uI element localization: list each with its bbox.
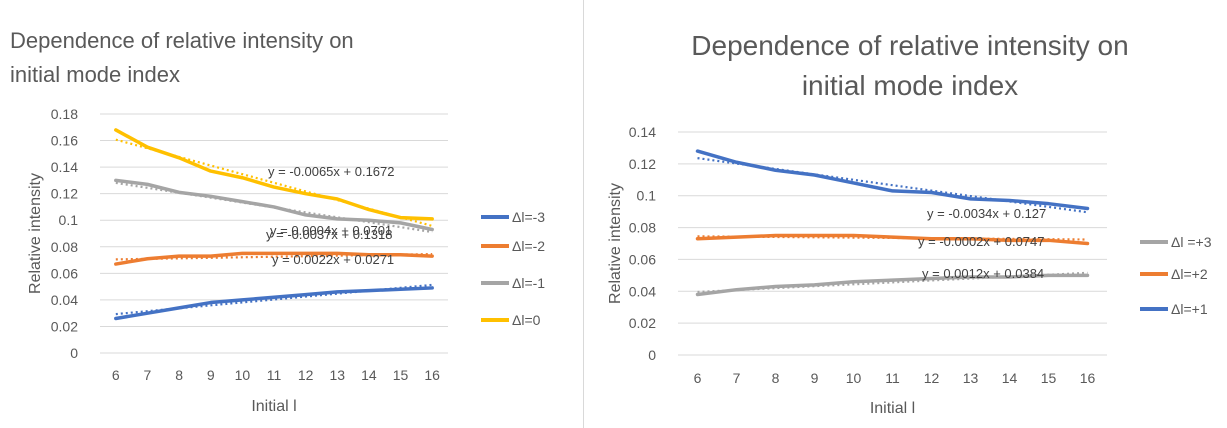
y-tick-label: 0.08: [629, 220, 656, 236]
x-tick-label: 16: [1080, 370, 1096, 386]
y-tick-label: 0.06: [51, 265, 78, 281]
x-axis-title: Initial l: [251, 398, 296, 415]
y-tick-label: 0.14: [629, 124, 656, 140]
x-tick-label: 9: [207, 367, 215, 383]
x-axis-title: Initial l: [870, 400, 915, 417]
trendline: [697, 271, 1088, 294]
y-tick-label: 0.1: [59, 212, 79, 228]
x-tick-label: 7: [733, 370, 741, 386]
trendline: [697, 235, 1088, 241]
y-tick-label: 0.04: [51, 292, 78, 308]
chart-right: Dependence of relative intensity on initi…: [607, 30, 1212, 417]
y-tick-label: 0.16: [51, 133, 78, 149]
x-tick-label: 9: [811, 370, 819, 386]
y-tick-label: 0.12: [629, 156, 656, 172]
legend-label: Δl=+1: [1171, 301, 1208, 317]
chart-panel-left: Dependence of relative intensity on initi…: [0, 0, 584, 428]
trendline-equation: y = -0.0034x + 0.127: [927, 206, 1046, 221]
x-tick-label: 12: [298, 367, 314, 383]
y-axis-title: Relative intensity: [27, 173, 44, 294]
x-tick-label: 11: [267, 367, 282, 383]
series-line: [114, 178, 434, 232]
x-tick-label: 15: [1041, 370, 1057, 386]
legend-label: Δl=0: [512, 312, 541, 328]
y-tick-label: 0.14: [51, 159, 78, 175]
chart-title-line: Dependence of relative intensity on: [691, 30, 1128, 61]
x-tick-label: 14: [361, 367, 377, 383]
chart-panel-right: Dependence of relative intensity on initi…: [600, 0, 1227, 428]
legend-label: Δl=+2: [1171, 266, 1208, 282]
y-tick-label: 0: [648, 347, 656, 363]
y-tick-label: 0: [70, 345, 78, 361]
series-line: [114, 128, 434, 221]
trendline-equation: y = -0.0002x + 0.0747: [918, 234, 1044, 249]
trendline: [697, 157, 1088, 214]
y-tick-label: 0.12: [51, 186, 78, 202]
x-tick-label: 15: [393, 367, 409, 383]
series-line: [695, 149, 1090, 211]
x-tick-label: 11: [885, 370, 900, 386]
x-tick-label: 6: [112, 367, 120, 383]
x-tick-label: 10: [235, 367, 251, 383]
y-tick-label: 0.02: [51, 318, 78, 334]
chart-title-line: initial mode index: [802, 70, 1018, 101]
trendline-equation: y = -0.0037x + 0.1318: [266, 227, 392, 242]
x-tick-label: 6: [694, 370, 702, 386]
y-tick-label: 0.08: [51, 239, 78, 255]
x-tick-label: 13: [329, 367, 345, 383]
series-line: [114, 251, 434, 266]
legend-label: Δl =+3: [1171, 234, 1212, 250]
series-line: [114, 286, 434, 321]
legend-label: Δl=-2: [512, 238, 545, 254]
x-tick-label: 8: [772, 370, 780, 386]
y-axis-title: Relative intensity: [607, 183, 624, 304]
trendline-equation: y = 0.0022x + 0.0271: [272, 252, 394, 267]
y-tick-label: 0.06: [629, 251, 656, 267]
x-tick-label: 8: [175, 367, 183, 383]
x-tick-label: 12: [924, 370, 940, 386]
chart-title-line: initial mode index: [10, 62, 180, 87]
y-tick-label: 0.04: [629, 283, 656, 299]
trendline-equation: y = 0.0012x + 0.0384: [922, 266, 1044, 281]
chart-title-line: Dependence of relative intensity on: [10, 28, 354, 53]
y-tick-label: 0.02: [629, 315, 656, 331]
trendline-equation: y = 0.0004x + 0.0701: [270, 223, 392, 238]
legend-label: Δl=-3: [512, 209, 545, 225]
chart-left: Dependence of relative intensity on initi…: [10, 28, 545, 415]
x-tick-label: 10: [846, 370, 862, 386]
legend-label: Δl=-1: [512, 275, 545, 291]
y-tick-label: 0.18: [51, 106, 78, 122]
x-tick-label: 14: [1002, 370, 1018, 386]
trendline: [115, 181, 433, 234]
x-tick-label: 13: [963, 370, 979, 386]
y-tick-label: 0.1: [637, 188, 657, 204]
x-tick-label: 7: [144, 367, 152, 383]
x-tick-label: 16: [424, 367, 440, 383]
trendline-equation: y = -0.0065x + 0.1672: [268, 164, 394, 179]
